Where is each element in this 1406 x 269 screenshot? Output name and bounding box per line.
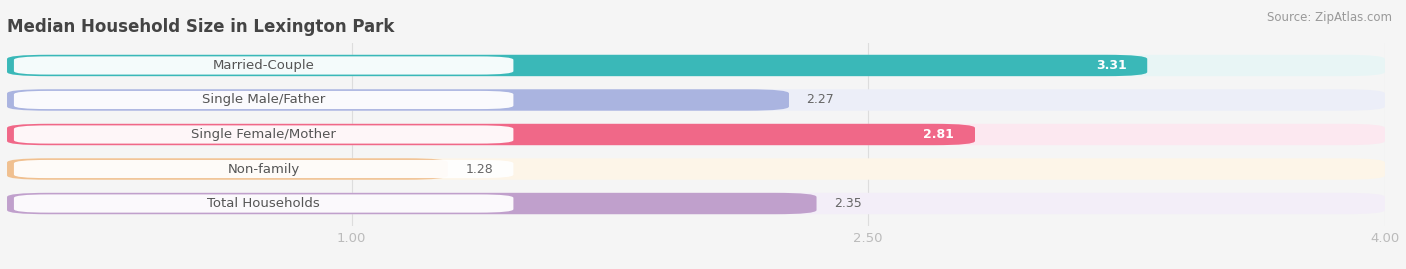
- FancyBboxPatch shape: [7, 193, 817, 214]
- FancyBboxPatch shape: [7, 158, 449, 180]
- Text: 2.35: 2.35: [834, 197, 862, 210]
- Text: Source: ZipAtlas.com: Source: ZipAtlas.com: [1267, 11, 1392, 24]
- FancyBboxPatch shape: [7, 89, 789, 111]
- FancyBboxPatch shape: [14, 56, 513, 75]
- Text: Single Male/Father: Single Male/Father: [202, 94, 325, 107]
- Text: 1.28: 1.28: [465, 162, 494, 175]
- Text: Single Female/Mother: Single Female/Mother: [191, 128, 336, 141]
- Text: Total Households: Total Households: [207, 197, 321, 210]
- FancyBboxPatch shape: [7, 55, 1385, 76]
- Text: Married-Couple: Married-Couple: [212, 59, 315, 72]
- FancyBboxPatch shape: [7, 193, 1385, 214]
- Text: 2.27: 2.27: [806, 94, 834, 107]
- FancyBboxPatch shape: [7, 124, 1385, 145]
- Text: 2.81: 2.81: [924, 128, 955, 141]
- FancyBboxPatch shape: [7, 55, 1147, 76]
- FancyBboxPatch shape: [14, 125, 513, 144]
- Text: Median Household Size in Lexington Park: Median Household Size in Lexington Park: [7, 18, 395, 36]
- Text: 3.31: 3.31: [1095, 59, 1126, 72]
- FancyBboxPatch shape: [14, 194, 513, 213]
- FancyBboxPatch shape: [7, 89, 1385, 111]
- FancyBboxPatch shape: [7, 158, 1385, 180]
- FancyBboxPatch shape: [14, 160, 513, 178]
- FancyBboxPatch shape: [7, 124, 974, 145]
- FancyBboxPatch shape: [14, 91, 513, 109]
- Text: Non-family: Non-family: [228, 162, 299, 175]
